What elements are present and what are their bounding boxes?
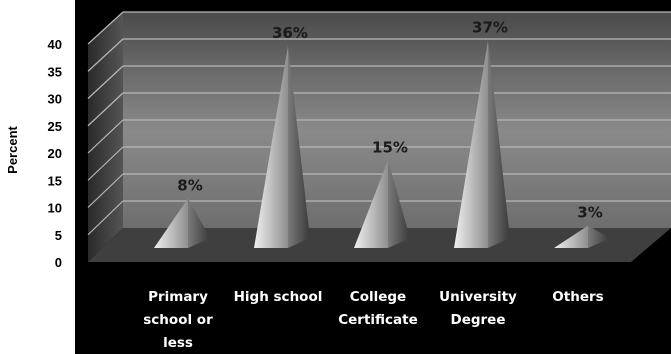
y-tick-label: 15 xyxy=(48,173,62,188)
data-label: 15% xyxy=(372,138,408,156)
gridline-side xyxy=(87,119,124,154)
category-label: College xyxy=(350,289,406,305)
y-tick-label: 20 xyxy=(48,146,62,161)
gridline-side xyxy=(87,173,124,208)
data-label: 8% xyxy=(177,176,202,194)
y-tick-label: 10 xyxy=(48,201,62,216)
gridline-side xyxy=(87,200,124,236)
category-label: school or xyxy=(143,312,213,328)
gridline-side xyxy=(87,38,124,72)
y-axis: 0 5 10 15 20 25 30 35 40 xyxy=(48,37,62,270)
pyramid-face-front xyxy=(154,198,188,248)
pyramid-face-front xyxy=(554,225,588,248)
category-label: High school xyxy=(234,289,323,305)
y-tick-label: 0 xyxy=(55,255,62,270)
pyramid-face-side xyxy=(588,225,610,248)
pyramid-face-side xyxy=(188,198,210,248)
gridline-side xyxy=(87,146,124,181)
gridline-side xyxy=(87,11,124,45)
pyramids xyxy=(154,40,610,248)
category-label: Others xyxy=(552,289,603,305)
pyramid-face-front xyxy=(454,40,488,248)
y-tick-label: 5 xyxy=(55,228,62,243)
category-label: less xyxy=(163,335,193,351)
y-tick-label: 40 xyxy=(48,37,62,52)
gridline-side xyxy=(87,65,124,99)
gridlines xyxy=(87,11,671,236)
data-label: 37% xyxy=(472,18,508,36)
category-label: University xyxy=(439,289,517,305)
category-label: Degree xyxy=(451,312,506,328)
pyramid-face-front xyxy=(354,160,388,248)
pyramid-face-front xyxy=(254,45,288,248)
gridline-side xyxy=(87,92,124,127)
category-labels: Primary school or less High school College Ce… xyxy=(143,289,603,351)
pyramid-face-side xyxy=(388,160,410,248)
category-label: Primary xyxy=(148,289,208,305)
pyramid-face-side xyxy=(288,45,310,248)
data-label: 3% xyxy=(577,204,602,222)
data-labels: 8% 36% 15% 37% 3% xyxy=(177,18,602,221)
data-label: 36% xyxy=(272,24,308,42)
pyramid-face-side xyxy=(488,40,510,248)
y-axis-title: Percent xyxy=(5,125,20,173)
y-tick-label: 25 xyxy=(48,119,62,134)
category-label: Certificate xyxy=(338,312,418,328)
y-tick-label: 35 xyxy=(48,64,62,79)
y-tick-label: 30 xyxy=(48,92,62,107)
